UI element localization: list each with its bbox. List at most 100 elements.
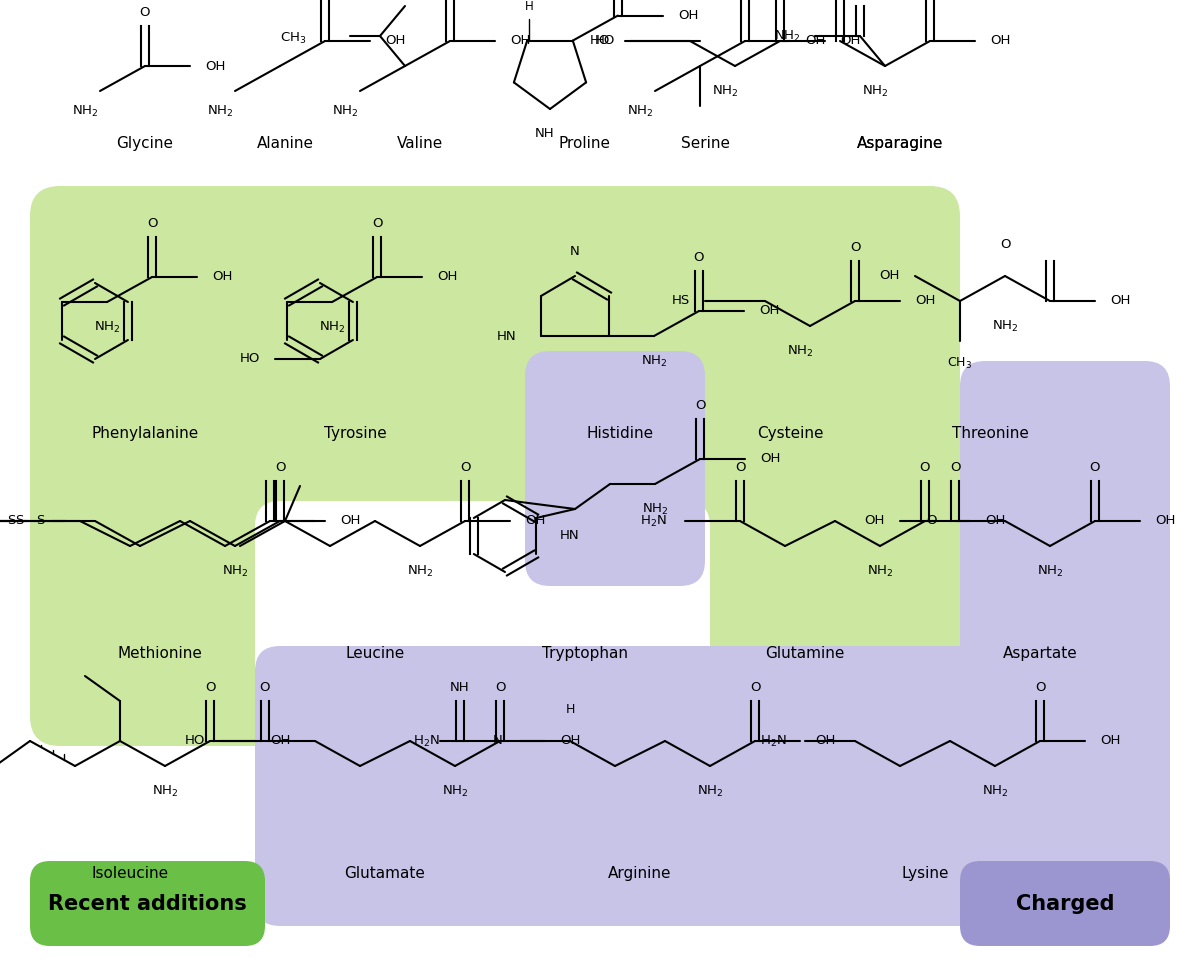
- Text: H$_2$N: H$_2$N: [760, 733, 787, 749]
- Text: Serine: Serine: [680, 136, 730, 151]
- Text: Phenylalanine: Phenylalanine: [91, 426, 199, 441]
- Text: H$_2$N: H$_2$N: [640, 513, 667, 529]
- Text: OH: OH: [510, 35, 530, 47]
- Text: OH: OH: [385, 35, 406, 47]
- Text: NH$_2$: NH$_2$: [774, 29, 800, 43]
- Text: OH: OH: [1154, 514, 1175, 528]
- Text: O: O: [734, 461, 745, 474]
- Text: Charged: Charged: [1015, 894, 1115, 914]
- Text: NH: NH: [535, 127, 554, 140]
- Text: OH: OH: [526, 514, 545, 528]
- Text: OH: OH: [340, 514, 360, 528]
- Text: OH: OH: [212, 270, 233, 283]
- Text: Leucine: Leucine: [346, 646, 404, 661]
- Text: NH$_2$: NH$_2$: [641, 354, 667, 369]
- FancyBboxPatch shape: [960, 361, 1170, 746]
- Text: OH: OH: [880, 269, 900, 283]
- Text: NH$_2$: NH$_2$: [1037, 563, 1063, 579]
- Text: OH: OH: [1110, 294, 1130, 308]
- Text: Glycine: Glycine: [116, 136, 174, 151]
- Text: NH$_2$: NH$_2$: [642, 502, 668, 517]
- Text: O: O: [1000, 238, 1010, 251]
- Text: O: O: [494, 681, 505, 694]
- Text: O: O: [146, 217, 157, 230]
- Text: O: O: [372, 217, 383, 230]
- Text: NH$_2$: NH$_2$: [331, 104, 359, 118]
- Text: NH$_2$: NH$_2$: [222, 563, 248, 579]
- Text: Proline: Proline: [559, 136, 611, 151]
- Text: HO: HO: [185, 734, 205, 748]
- Text: OH: OH: [437, 270, 457, 283]
- Text: NH$_2$: NH$_2$: [442, 783, 468, 799]
- Text: Glutamine: Glutamine: [766, 646, 845, 661]
- Text: Alanine: Alanine: [257, 136, 313, 151]
- Text: N: N: [492, 734, 502, 748]
- Text: NH$_2$: NH$_2$: [787, 343, 814, 358]
- Text: OH: OH: [270, 734, 290, 748]
- Text: OH: OH: [840, 35, 860, 47]
- Text: O: O: [460, 461, 470, 474]
- Text: O: O: [205, 681, 215, 694]
- Text: OH: OH: [985, 514, 1006, 528]
- Text: Valine: Valine: [397, 136, 443, 151]
- Text: NH$_2$: NH$_2$: [991, 318, 1019, 333]
- Text: O: O: [926, 514, 937, 528]
- Text: N: N: [570, 245, 580, 258]
- Text: OH: OH: [678, 9, 698, 22]
- Text: O: O: [695, 399, 706, 412]
- Text: Tryptophan: Tryptophan: [542, 646, 628, 661]
- FancyBboxPatch shape: [526, 351, 706, 586]
- Text: OH: OH: [760, 305, 779, 317]
- Text: S: S: [14, 514, 23, 528]
- Text: S: S: [7, 514, 14, 528]
- FancyBboxPatch shape: [254, 501, 710, 746]
- Text: OH: OH: [865, 514, 886, 528]
- Text: HN: HN: [497, 330, 516, 342]
- Text: NH: NH: [450, 681, 470, 694]
- FancyBboxPatch shape: [30, 861, 265, 946]
- Text: HN: HN: [560, 529, 580, 542]
- Text: Asparagine: Asparagine: [857, 136, 943, 151]
- Text: O: O: [275, 461, 286, 474]
- FancyBboxPatch shape: [960, 861, 1170, 946]
- Text: Aspartate: Aspartate: [1003, 646, 1078, 661]
- Text: Glutamate: Glutamate: [344, 866, 426, 881]
- Text: NH$_2$: NH$_2$: [72, 104, 98, 118]
- Text: NH$_2$: NH$_2$: [626, 104, 653, 118]
- Text: Isoleucine: Isoleucine: [91, 866, 168, 881]
- Text: Methionine: Methionine: [118, 646, 203, 661]
- Text: NH$_2$: NH$_2$: [697, 783, 724, 799]
- Text: OH: OH: [205, 60, 226, 72]
- Text: H: H: [565, 703, 575, 716]
- Text: NH$_2$: NH$_2$: [866, 563, 893, 579]
- Text: H$_2$N: H$_2$N: [413, 733, 440, 749]
- Text: O: O: [750, 681, 761, 694]
- Text: Histidine: Histidine: [587, 426, 654, 441]
- Text: NH$_2$: NH$_2$: [712, 84, 738, 99]
- Text: OH: OH: [916, 294, 935, 308]
- Text: O: O: [919, 461, 930, 474]
- Text: OH: OH: [990, 35, 1010, 47]
- Text: NH$_2$: NH$_2$: [862, 84, 888, 99]
- Text: NH$_2$: NH$_2$: [94, 319, 120, 334]
- Text: Asparagine: Asparagine: [857, 136, 943, 151]
- Text: O: O: [949, 461, 960, 474]
- Text: Threonine: Threonine: [952, 426, 1028, 441]
- Text: Tyrosine: Tyrosine: [324, 426, 386, 441]
- Text: H: H: [524, 0, 534, 12]
- Text: O: O: [850, 241, 860, 254]
- Text: HO: HO: [589, 35, 610, 47]
- FancyBboxPatch shape: [30, 186, 960, 746]
- Text: CH$_3$: CH$_3$: [280, 31, 306, 46]
- Text: O: O: [1090, 461, 1100, 474]
- Text: NH$_2$: NH$_2$: [319, 319, 346, 334]
- Text: OH: OH: [805, 35, 826, 47]
- Text: OH: OH: [1100, 734, 1121, 748]
- Text: S: S: [36, 514, 44, 528]
- Text: NH$_2$: NH$_2$: [982, 783, 1008, 799]
- Text: CH$_3$: CH$_3$: [948, 356, 972, 371]
- Text: HO: HO: [240, 353, 260, 365]
- Text: NH$_2$: NH$_2$: [206, 104, 233, 118]
- Text: O: O: [259, 681, 270, 694]
- Text: NH$_2$: NH$_2$: [151, 783, 179, 799]
